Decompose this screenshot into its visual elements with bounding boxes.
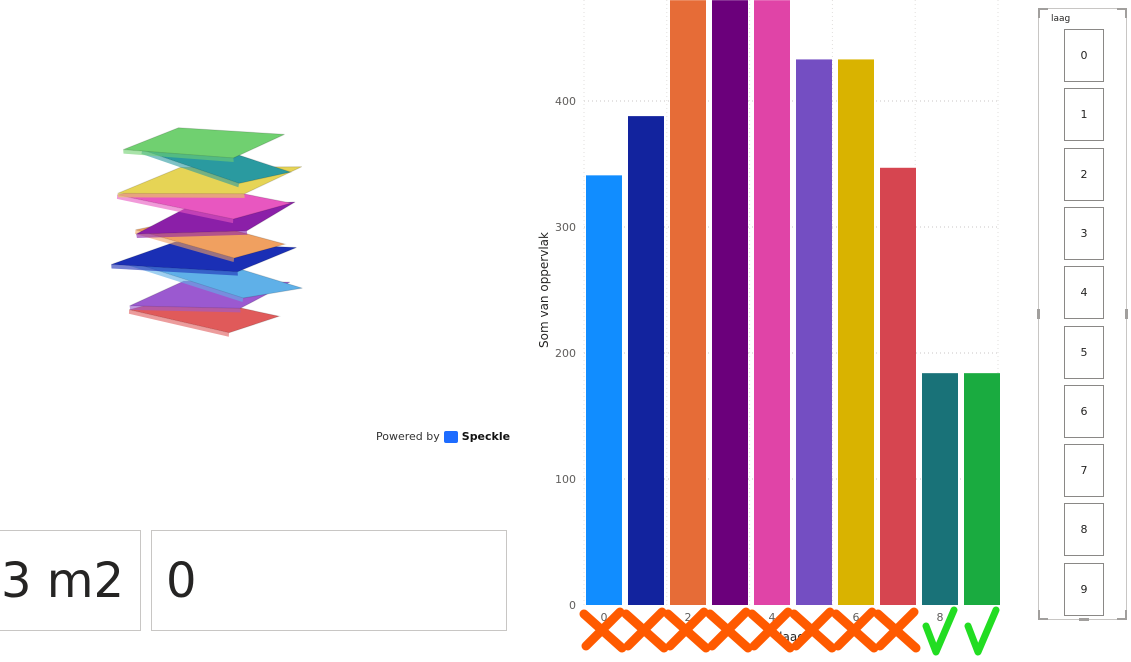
layer-4-edge bbox=[135, 229, 235, 263]
slicer-item-5[interactable]: 5 bbox=[1064, 325, 1104, 379]
y-tick-label: 400 bbox=[555, 95, 576, 108]
corner-top-left[interactable] bbox=[1038, 8, 1048, 18]
bar-3[interactable] bbox=[712, 0, 748, 605]
x-axis-label: laag bbox=[779, 630, 805, 644]
count-card: 0 bbox=[151, 530, 507, 631]
x-tick-label: 0 bbox=[601, 611, 608, 624]
layer-1-edge bbox=[129, 305, 241, 313]
x-tick-label: 2 bbox=[685, 611, 692, 624]
y-tick-label: 200 bbox=[555, 347, 576, 360]
corner-top-right[interactable] bbox=[1117, 8, 1127, 18]
layer-6-edge bbox=[116, 194, 234, 224]
area-card: 3 m2 bbox=[0, 530, 141, 631]
corner-bottom-right[interactable] bbox=[1117, 610, 1127, 620]
layer-0-edge bbox=[128, 309, 230, 337]
y-tick-label: 100 bbox=[555, 473, 576, 486]
x-tick-label: 6 bbox=[853, 611, 860, 624]
powered-by-speckle: Powered by Speckle bbox=[376, 430, 510, 443]
layer-5-edge bbox=[136, 230, 248, 239]
slicer-item-7[interactable]: 7 bbox=[1064, 444, 1104, 498]
slicer-item-4[interactable]: 4 bbox=[1064, 266, 1104, 320]
x-tick-label: 8 bbox=[937, 611, 944, 624]
area-card-value: 3 m2 bbox=[1, 553, 125, 609]
slicer-title: laag bbox=[1051, 14, 1071, 24]
layer-stack-image bbox=[111, 127, 303, 337]
bar-2[interactable] bbox=[670, 0, 706, 605]
resize-handle-bottom[interactable] bbox=[1079, 618, 1089, 621]
bar-6[interactable] bbox=[838, 59, 874, 606]
layer-3-edge bbox=[111, 264, 238, 276]
x-tick-label: 4 bbox=[769, 611, 776, 624]
powered-by-label: Powered by bbox=[376, 430, 440, 443]
slicer-item-9[interactable]: 9 bbox=[1064, 562, 1104, 616]
slicer-item-2[interactable]: 2 bbox=[1064, 147, 1104, 201]
bar-8[interactable] bbox=[922, 373, 958, 605]
layer-8-edge bbox=[141, 149, 240, 188]
layer-7-edge bbox=[117, 193, 245, 198]
y-tick-label: 0 bbox=[569, 599, 576, 612]
speckle-brand: Speckle bbox=[461, 430, 511, 443]
bar-0[interactable] bbox=[586, 175, 622, 605]
y-axis-label: Som van oppervlak bbox=[537, 232, 551, 348]
speckle-logo-icon bbox=[443, 430, 458, 443]
layer-9-shape bbox=[123, 127, 285, 159]
y-tick-label: 300 bbox=[555, 221, 576, 234]
slicer-item-3[interactable]: 3 bbox=[1064, 206, 1104, 260]
slicer-item-1[interactable]: 1 bbox=[1064, 88, 1104, 142]
bar-9[interactable] bbox=[964, 373, 1000, 605]
layer-2-edge bbox=[129, 261, 244, 302]
slicer-item-0[interactable]: 0 bbox=[1064, 29, 1104, 82]
bar-7[interactable] bbox=[880, 167, 916, 605]
bar-4[interactable] bbox=[754, 0, 790, 605]
resize-handle-left[interactable] bbox=[1037, 309, 1040, 319]
resize-handle-right[interactable] bbox=[1125, 309, 1128, 319]
corner-bottom-left[interactable] bbox=[1038, 610, 1048, 620]
slicer-item-8[interactable]: 8 bbox=[1064, 503, 1104, 557]
count-card-value: 0 bbox=[166, 553, 197, 609]
bar-1[interactable] bbox=[628, 116, 664, 606]
slicer-item-6[interactable]: 6 bbox=[1064, 384, 1104, 438]
layer-9-edge bbox=[123, 149, 234, 162]
bar-5[interactable] bbox=[796, 59, 832, 606]
